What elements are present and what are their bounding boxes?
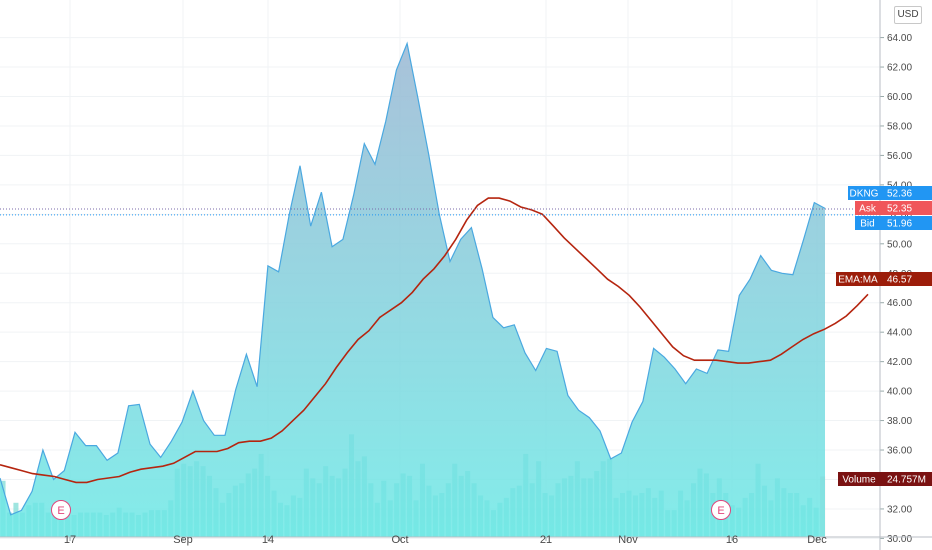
x-tick-label: 21 [540,534,552,546]
ema-tag-value-box [880,272,932,286]
y-tick-label: 58.00 [887,121,912,132]
y-tick-label: 50.00 [887,239,912,250]
dkng-tag-label-box [848,186,880,200]
y-tick-label: 64.00 [887,33,912,44]
x-tick-label: Oct [391,534,408,546]
y-tick-label: 60.00 [887,92,912,103]
ema-tag-label: EMA:MA [838,275,878,286]
dkng-tag-value: 52.36 [887,189,912,200]
bid-tag-label-box [855,216,880,230]
ema-line-path [0,197,869,484]
ema-line [0,197,869,484]
x-tick-label: Dec [807,534,827,546]
x-tick-label: Nov [618,534,638,546]
ask-tag-value-box [880,201,932,215]
x-tick-label: 17 [64,534,76,546]
y-tick-label: 52.00 [887,210,912,221]
volume-tag-label-box [838,472,880,486]
earnings-marker-circle[interactable] [51,500,71,520]
volume-tag-label: Volume [842,475,876,486]
price-area [0,41,826,537]
y-tick-label: 42.00 [887,357,912,368]
volume-tag-value-box [880,472,932,486]
y-tick-label: 62.00 [887,63,912,74]
price-area-fill [0,43,825,537]
earnings-marker-circle[interactable] [711,500,731,520]
ema-tag-value: 46.57 [887,275,912,286]
y-tick-label: 40.00 [887,387,912,398]
bid-tag-value: 51.96 [887,219,912,230]
ema-tag-label-box [836,272,880,286]
y-tick-label: 54.00 [887,180,912,191]
y-tick-label: 44.00 [887,328,912,339]
bid-tag-value-box [880,216,932,230]
y-tick-label: 32.00 [887,504,912,515]
y-tick-label: 38.00 [887,416,912,427]
x-tick-label: Sep [173,534,193,546]
earnings-marker-label[interactable]: E [717,505,724,517]
ask-tag-label-box [855,201,880,215]
x-tick-label: 14 [262,534,274,546]
y-tick-label: 46.00 [887,298,912,309]
ask-tag-value: 52.35 [887,204,912,215]
dkng-tag-value-box [880,186,932,200]
y-tick-label: 56.00 [887,151,912,162]
bid-tag-label: Bid [860,219,874,230]
price-line [0,41,826,516]
x-tick-label: 16 [726,534,738,546]
currency-button[interactable]: USD [894,6,922,24]
y-tick-label: 36.00 [887,446,912,457]
volume-tag-value: 24.757M [887,475,926,486]
ask-tag-label: Ask [859,204,877,215]
time-axis[interactable]: 17 Sep 14 Oct 21 Nov 16 Dec [0,534,932,546]
y-tick-label: 30.00 [887,534,912,545]
earnings-marker-label[interactable]: E [57,505,64,517]
price-tags: DKNG 52.36 Ask 52.35 Bid 51.96 EMA:MA 46.57 Volu… [836,186,932,486]
dkng-tag-label: DKNG [850,189,879,200]
